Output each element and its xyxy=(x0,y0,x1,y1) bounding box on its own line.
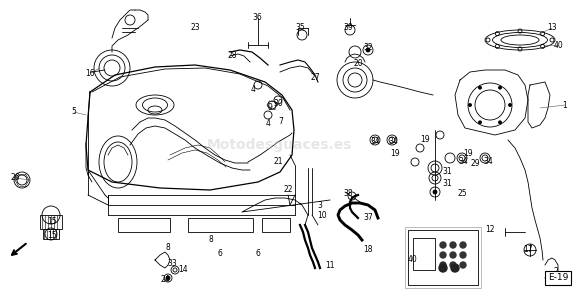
Text: 19: 19 xyxy=(420,135,430,144)
Text: 9: 9 xyxy=(268,104,272,113)
Bar xyxy=(40,215,62,229)
Text: 34: 34 xyxy=(483,157,493,166)
Circle shape xyxy=(440,252,446,258)
Text: 4: 4 xyxy=(250,86,255,95)
Text: 34: 34 xyxy=(370,137,380,146)
Text: 14: 14 xyxy=(178,266,188,275)
Text: E-19: E-19 xyxy=(548,273,568,282)
Text: 26: 26 xyxy=(10,173,20,182)
Circle shape xyxy=(450,252,456,258)
Text: 8: 8 xyxy=(209,235,213,244)
Text: 29: 29 xyxy=(470,159,480,168)
Circle shape xyxy=(366,48,370,52)
Circle shape xyxy=(498,86,502,89)
Text: 24: 24 xyxy=(160,276,170,284)
Text: 25: 25 xyxy=(457,188,467,197)
Text: 37: 37 xyxy=(363,213,373,222)
Bar xyxy=(405,227,481,288)
Text: 7: 7 xyxy=(279,117,283,126)
Text: 17: 17 xyxy=(523,246,533,255)
Circle shape xyxy=(460,242,466,248)
Text: 6: 6 xyxy=(217,249,223,258)
Text: 15: 15 xyxy=(47,218,57,226)
Text: 40: 40 xyxy=(408,255,418,264)
Text: 34: 34 xyxy=(458,157,468,166)
Text: 38: 38 xyxy=(343,188,353,197)
Bar xyxy=(118,218,170,232)
Circle shape xyxy=(439,264,447,272)
Text: 18: 18 xyxy=(363,246,373,255)
Text: 28: 28 xyxy=(227,50,237,59)
Text: 3: 3 xyxy=(317,200,323,209)
Text: 23: 23 xyxy=(190,23,200,32)
Text: 5: 5 xyxy=(72,108,76,117)
Text: 6: 6 xyxy=(255,249,261,258)
Text: 34: 34 xyxy=(388,137,398,146)
Circle shape xyxy=(509,104,512,106)
Circle shape xyxy=(433,190,437,194)
Circle shape xyxy=(460,262,466,268)
Circle shape xyxy=(469,104,472,106)
Text: 36: 36 xyxy=(252,14,262,23)
Text: 19: 19 xyxy=(390,148,400,157)
Text: 11: 11 xyxy=(325,260,335,269)
Text: 10: 10 xyxy=(317,211,327,220)
Text: 40: 40 xyxy=(553,41,563,50)
Text: 33: 33 xyxy=(167,258,177,267)
Text: 12: 12 xyxy=(486,226,495,235)
Text: 31: 31 xyxy=(442,168,452,177)
Bar xyxy=(43,229,59,239)
Text: 35: 35 xyxy=(295,23,305,32)
Circle shape xyxy=(479,86,481,89)
Text: 15: 15 xyxy=(47,231,57,240)
Text: 19: 19 xyxy=(463,148,473,157)
Bar xyxy=(413,238,435,270)
Text: Motodesguaces.es: Motodesguaces.es xyxy=(208,138,353,152)
Text: 20: 20 xyxy=(353,59,363,68)
Text: 16: 16 xyxy=(85,68,95,77)
Circle shape xyxy=(450,262,456,268)
Text: 1: 1 xyxy=(562,101,568,110)
Text: 39: 39 xyxy=(343,23,353,32)
Bar xyxy=(262,218,290,232)
Text: 21: 21 xyxy=(273,157,283,166)
Text: 31: 31 xyxy=(442,179,452,188)
Text: 30: 30 xyxy=(273,99,283,108)
Text: 2: 2 xyxy=(554,267,558,276)
Text: 8: 8 xyxy=(166,242,171,251)
Bar xyxy=(188,218,253,232)
Text: 13: 13 xyxy=(547,23,557,32)
Text: 27: 27 xyxy=(310,73,320,82)
Circle shape xyxy=(479,121,481,124)
Circle shape xyxy=(498,121,502,124)
Circle shape xyxy=(440,242,446,248)
Circle shape xyxy=(460,252,466,258)
Text: 32: 32 xyxy=(363,44,373,52)
Text: 4: 4 xyxy=(265,119,271,128)
Circle shape xyxy=(166,276,170,280)
Circle shape xyxy=(440,262,446,268)
Bar xyxy=(408,230,478,285)
Text: 22: 22 xyxy=(283,186,292,195)
Circle shape xyxy=(451,264,459,272)
Circle shape xyxy=(450,242,456,248)
